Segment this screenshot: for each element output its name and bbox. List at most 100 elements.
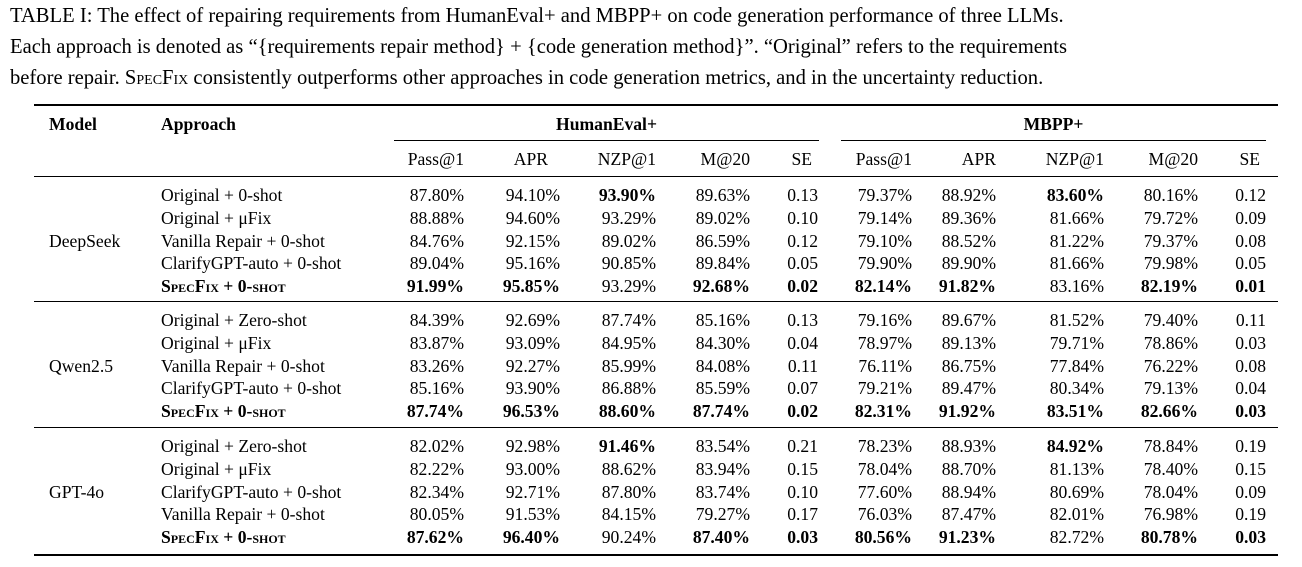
table-cell: 0.04 xyxy=(1235,378,1266,399)
table-cell: 93.29% xyxy=(601,207,656,228)
model-name: GPT-4o xyxy=(49,481,105,502)
table-cell: 0.03 xyxy=(787,527,818,548)
header-humaneval: HumanEval+ xyxy=(556,114,657,134)
table-cell: 87.74% xyxy=(601,310,656,330)
table-cell: 95.85% xyxy=(502,276,560,297)
table-cell: 85.59% xyxy=(695,378,750,399)
table-cell: 80.16% xyxy=(1143,185,1198,205)
approach-label: Original + 0-shot xyxy=(161,185,283,205)
table-cell: 88.94% xyxy=(941,481,996,502)
table-cell: 92.71% xyxy=(505,481,560,502)
metric-header-humaneval-nzpat1: NZP@1 xyxy=(597,149,656,169)
table-cell: 91.46% xyxy=(598,436,656,456)
table-cell: 82.66% xyxy=(1140,401,1198,422)
approach-label: Original + μFix xyxy=(161,458,272,479)
approach-label: Original + Zero-shot xyxy=(161,436,307,456)
table-cell: 88.92% xyxy=(941,185,996,205)
table-cell: 0.19 xyxy=(1235,436,1266,456)
caption-text-3-post: consistently outperforms other approache… xyxy=(188,67,1044,89)
approach-label: SpecFix + 0-shot xyxy=(161,276,286,297)
table-cell: 91.23% xyxy=(938,527,996,548)
table-cell: 79.27% xyxy=(695,504,750,525)
table-cell: 0.04 xyxy=(787,332,818,353)
metric-header-mbpp-apr: APR xyxy=(961,149,996,169)
table-cell: 82.14% xyxy=(854,276,912,297)
caption-specfix: SpecFix xyxy=(124,67,189,89)
approach-label: SpecFix + 0-shot xyxy=(161,527,286,548)
table-cell: 96.40% xyxy=(502,527,560,548)
table-cell: 84.92% xyxy=(1046,436,1104,456)
approach-label: SpecFix + 0-shot xyxy=(161,401,286,422)
header-approach: Approach xyxy=(161,114,236,134)
table-cell: 76.98% xyxy=(1143,504,1198,525)
table-cell: 87.80% xyxy=(601,481,656,502)
table-cell: 79.90% xyxy=(857,253,912,274)
table-cell: 79.98% xyxy=(1143,253,1198,274)
table-cell: 83.94% xyxy=(695,458,750,479)
table-cell: 83.87% xyxy=(409,332,464,353)
table-cell: 0.13 xyxy=(787,310,818,330)
table-cell: 79.37% xyxy=(857,185,912,205)
table-cell: 83.16% xyxy=(1049,276,1104,297)
table-cell: 81.66% xyxy=(1049,207,1104,228)
table-cell: 0.02 xyxy=(787,401,818,422)
humaneval-group-rule xyxy=(394,140,819,141)
bottom-rule xyxy=(34,554,1278,556)
table-cell: 90.24% xyxy=(601,527,656,548)
table-cell: 94.60% xyxy=(505,207,560,228)
table-cell: 88.93% xyxy=(941,436,996,456)
table-cell: 79.21% xyxy=(857,378,912,399)
model-name: Qwen2.5 xyxy=(49,355,114,376)
approach-label: Original + μFix xyxy=(161,332,272,353)
table-cell: 84.76% xyxy=(409,230,464,251)
table-cell: 88.52% xyxy=(941,230,996,251)
table-cell: 76.11% xyxy=(858,355,912,376)
approach-label: ClarifyGPT-auto + 0-shot xyxy=(161,253,342,274)
table-cell: 79.37% xyxy=(1143,230,1198,251)
table-cell: 88.70% xyxy=(941,458,996,479)
table-cell: 78.04% xyxy=(1143,481,1198,502)
table-cell: 82.31% xyxy=(854,401,912,422)
table-cell: 89.02% xyxy=(695,207,750,228)
table-cell: 83.54% xyxy=(695,436,750,456)
mbpp-group-rule xyxy=(841,140,1266,141)
table-cell: 0.15 xyxy=(1235,458,1266,479)
table-cell: 84.08% xyxy=(695,355,750,376)
table-cell: 83.60% xyxy=(1046,185,1104,205)
table-cell: 92.68% xyxy=(692,276,750,297)
table-cell: 0.08 xyxy=(1235,355,1266,376)
approach-label: Vanilla Repair + 0-shot xyxy=(161,230,325,251)
table-cell: 0.19 xyxy=(1235,504,1266,525)
table-cell: 79.14% xyxy=(857,207,912,228)
table-cell: 93.09% xyxy=(505,332,560,353)
table-cell: 89.04% xyxy=(409,253,464,274)
table-cell: 80.34% xyxy=(1049,378,1104,399)
table-cell: 92.27% xyxy=(505,355,560,376)
table-cell: 0.03 xyxy=(1235,401,1266,422)
table-cell: 84.30% xyxy=(695,332,750,353)
metric-header-mbpp-se: SE xyxy=(1239,149,1260,169)
header-mbpp: MBPP+ xyxy=(1023,114,1084,134)
table-cell: 0.09 xyxy=(1235,207,1266,228)
table-cell: 80.69% xyxy=(1049,481,1104,502)
caption-text-1: The effect of repairing requirements fro… xyxy=(97,5,1064,27)
table-cell: 93.90% xyxy=(598,185,656,205)
model-name: DeepSeek xyxy=(49,230,121,251)
metric-header-mbpp-mat20: M@20 xyxy=(1148,149,1198,169)
table-cell: 85.16% xyxy=(695,310,750,330)
table-cell: 0.12 xyxy=(1235,185,1266,205)
table-cell: 92.98% xyxy=(505,436,560,456)
table-cell: 85.99% xyxy=(601,355,656,376)
table-cell: 88.60% xyxy=(598,401,656,422)
table-cell: 78.23% xyxy=(857,436,912,456)
table-cell: 0.15 xyxy=(787,458,818,479)
table-cell: 88.62% xyxy=(601,458,656,479)
table-cell: 82.01% xyxy=(1049,504,1104,525)
caption-line-1: TABLE I: The effect of repairing require… xyxy=(10,1,1302,32)
table-cell: 83.74% xyxy=(695,481,750,502)
table-cell: 78.84% xyxy=(1143,436,1198,456)
table-cell: 93.90% xyxy=(505,378,560,399)
table-cell: 0.09 xyxy=(1235,481,1266,502)
table-cell: 0.05 xyxy=(1235,253,1266,274)
table-cell: 0.21 xyxy=(787,436,818,456)
